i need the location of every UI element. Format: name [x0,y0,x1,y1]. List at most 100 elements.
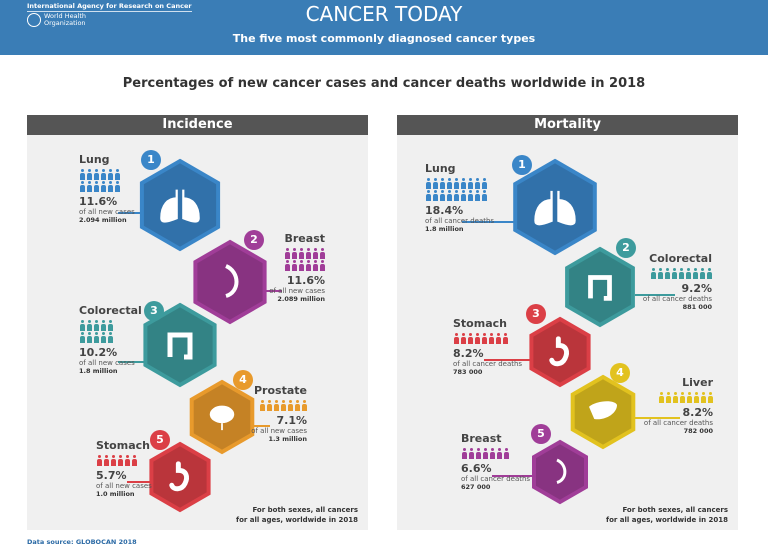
item-info: Breast 6.6% of all cancer deaths 627 000 [461,432,571,491]
connector-line [127,481,155,483]
connector-line [266,290,282,292]
person-icon [432,190,438,201]
person-icon [439,178,445,189]
person-icon [93,181,99,192]
stomach-icon [549,336,569,367]
people-icons [461,448,510,459]
rank-badge: 2 [616,238,636,258]
person-icon [481,190,487,201]
person-icon [273,400,279,411]
people-icons [96,455,138,466]
person-icon [699,268,705,279]
person-icon [117,455,123,466]
hexagon [513,158,597,256]
who-name: World Health Organization [44,12,87,27]
person-icon [110,455,116,466]
hexagon [149,441,211,513]
rank-badge: 5 [531,424,551,444]
person-icon [693,392,699,403]
percentage-description: of all cancer deaths [643,419,713,427]
rank-badge: 4 [610,363,630,383]
case-count: 1.8 million [79,367,118,375]
person-icon [706,268,712,279]
connector-line [635,417,680,419]
stomach-icon [169,461,189,492]
header-banner: International Agency for Research on Can… [0,0,768,55]
connector-line [118,212,145,214]
hexagon [529,316,591,388]
person-icon [467,178,473,189]
person-icon [467,190,473,201]
prostate-icon [209,405,235,431]
person-icon [439,190,445,201]
liver-icon [589,401,617,420]
person-icon [664,268,670,279]
person-icon [319,248,325,259]
person-icon [298,248,304,259]
case-count: 1.0 million [96,490,135,498]
person-icon [678,268,684,279]
percentage: 11.6% [79,195,118,208]
lungs-icon [534,190,576,226]
person-icon [114,169,120,180]
person-icon [100,181,106,192]
case-count: 1.8 million [425,225,464,233]
person-icon [294,400,300,411]
percentage: 8.2% [682,406,713,419]
person-icon [686,392,692,403]
case-count: 782 000 [683,427,713,435]
people-icons [649,268,712,279]
percentage-description: of all new cases [269,287,325,295]
rank-badge: 3 [526,304,546,324]
breast-icon [224,264,239,298]
breast-icon [556,458,567,484]
person-icon [432,178,438,189]
connector-line [253,425,270,427]
person-icon [266,400,272,411]
percentage: 6.6% [461,462,492,475]
person-icon [707,392,713,403]
case-count: 881 000 [682,303,712,311]
hexagon [143,302,217,388]
person-icon [679,392,685,403]
cancer-name: Breast [461,432,502,445]
cancer-name: Stomach [96,439,150,452]
person-icon [93,169,99,180]
person-icon [672,392,678,403]
connector-line [484,359,530,361]
person-icon [96,455,102,466]
cancer-name: Prostate [254,384,307,397]
item-info: Prostate 7.1% of all new cases 1.3 milli… [197,384,307,443]
rank-badge: 4 [233,370,253,390]
hexagon [193,239,267,325]
section-heading: Percentages of new cancer cases and canc… [122,76,646,91]
person-icon [100,320,106,331]
cancer-name: Colorectal [79,304,142,317]
person-icon [79,332,85,343]
colon-icon [588,275,612,301]
item-info: Colorectal 9.2% of all cancer deaths 881… [602,252,712,311]
people-icons [79,320,114,343]
person-icon [482,448,488,459]
percentage-description: of all new cases [79,359,135,367]
connector-line [118,361,148,363]
person-icon [291,248,297,259]
connector-line [492,475,532,477]
person-icon [93,320,99,331]
person-icon [446,178,452,189]
person-icon [503,448,509,459]
person-icon [685,268,691,279]
percentage-description: of all new cases [79,208,135,216]
person-icon [312,248,318,259]
connector-line [462,221,515,223]
people-icons [425,178,488,201]
person-icon [475,448,481,459]
person-icon [124,455,130,466]
mortality-title: Mortality [397,115,738,135]
person-icon [481,333,487,344]
person-icon [474,178,480,189]
item-info: Liver 8.2% of all cancer deaths 782 000 [603,376,713,435]
person-icon [650,268,656,279]
percentage: 10.2% [79,346,118,359]
people-icons [453,333,509,344]
